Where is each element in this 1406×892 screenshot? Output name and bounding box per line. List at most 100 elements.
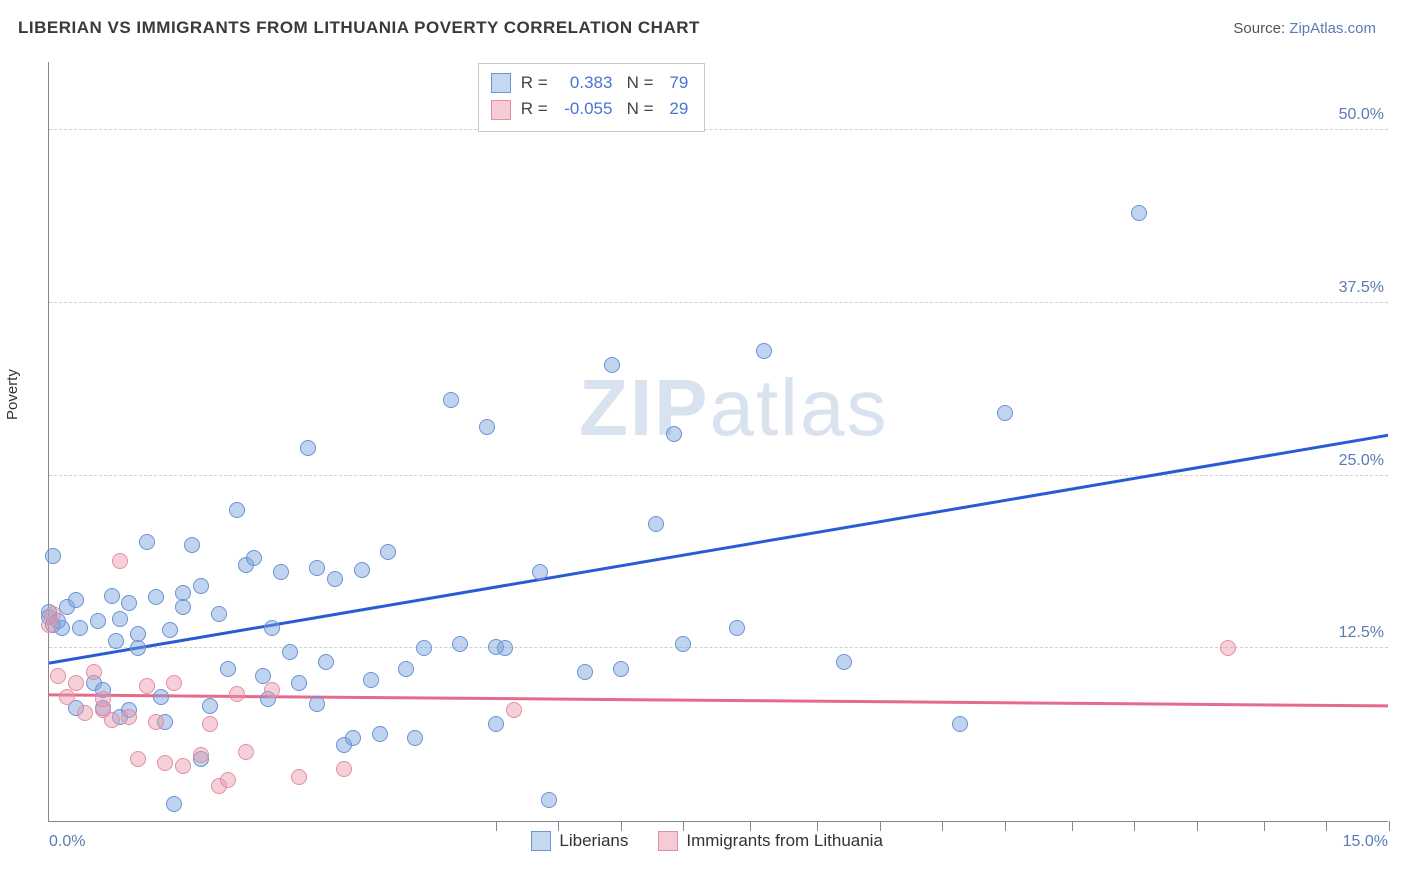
x-tick [621,821,622,831]
data-point [675,636,691,652]
data-point [613,661,629,677]
data-point [130,626,146,642]
data-point [166,796,182,812]
data-point [997,405,1013,421]
data-point [139,534,155,550]
legend-swatch [531,831,551,851]
data-point [756,343,772,359]
data-point [577,664,593,680]
data-point [1131,205,1147,221]
data-point [211,606,227,622]
data-point [952,716,968,732]
data-point [202,716,218,732]
data-point [372,726,388,742]
data-point [398,661,414,677]
data-point [452,636,468,652]
x-axis-start-label: 0.0% [49,833,85,851]
data-point [497,640,513,656]
source-attribution: Source: ZipAtlas.com [1233,20,1376,37]
data-point [166,675,182,691]
data-point [318,654,334,670]
data-point [148,714,164,730]
stats-row: R = -0.055 N = 29 [491,96,689,122]
data-point [153,689,169,705]
data-point [729,620,745,636]
data-point [532,564,548,580]
x-tick [496,821,497,831]
data-point [648,516,664,532]
x-axis-end-label: 15.0% [1343,833,1388,851]
stats-row: R = 0.383 N = 79 [491,70,689,96]
stats-legend-box: R = 0.383 N = 79R = -0.055 N = 29 [478,63,706,132]
data-point [345,730,361,746]
x-tick [1072,821,1073,831]
data-point [604,357,620,373]
x-tick [1134,821,1135,831]
data-point [246,550,262,566]
data-point [157,755,173,771]
data-point [193,578,209,594]
data-point [264,620,280,636]
x-tick [683,821,684,831]
source-prefix: Source: [1233,20,1289,37]
data-point [541,792,557,808]
legend-label: Immigrants from Lithuania [686,831,883,851]
trend-lines [49,62,1388,821]
source-link[interactable]: ZipAtlas.com [1289,20,1376,37]
data-point [90,613,106,629]
data-point [148,589,164,605]
data-point [86,664,102,680]
stats-text: R = -0.055 N = 29 [521,96,689,122]
data-point [220,661,236,677]
data-point [139,678,155,694]
x-tick [1389,821,1390,831]
data-point [121,595,137,611]
legend-swatch [658,831,678,851]
data-point [836,654,852,670]
data-point [336,761,352,777]
legend-swatch [491,73,511,93]
trend-line [49,695,1388,706]
data-point [354,562,370,578]
x-tick [558,821,559,831]
data-point [238,744,254,760]
data-point [309,696,325,712]
data-point [443,392,459,408]
x-tick [1197,821,1198,831]
data-point [95,691,111,707]
data-point [108,633,124,649]
x-tick [880,821,881,831]
data-point [130,751,146,767]
trend-line [49,435,1388,663]
data-point [50,668,66,684]
data-point [666,426,682,442]
legend-label: Liberians [559,831,628,851]
data-point [45,606,61,622]
data-point [45,548,61,564]
data-point [104,712,120,728]
data-point [104,588,120,604]
legend-item: Immigrants from Lithuania [658,831,883,851]
data-point [416,640,432,656]
x-tick [1264,821,1265,831]
data-point [506,702,522,718]
data-point [380,544,396,560]
data-point [68,592,84,608]
x-tick [1005,821,1006,831]
data-point [220,772,236,788]
data-point [202,698,218,714]
data-point [273,564,289,580]
data-point [175,758,191,774]
y-axis-label: Poverty [4,369,21,420]
data-point [479,419,495,435]
x-tick [942,821,943,831]
data-point [175,599,191,615]
data-point [291,769,307,785]
data-point [130,640,146,656]
data-point [175,585,191,601]
x-tick [750,821,751,831]
data-point [112,611,128,627]
data-point [309,560,325,576]
data-point [407,730,423,746]
scatter-plot: 12.5%25.0%37.5%50.0%0.0%15.0%ZIPatlasR =… [48,62,1388,822]
